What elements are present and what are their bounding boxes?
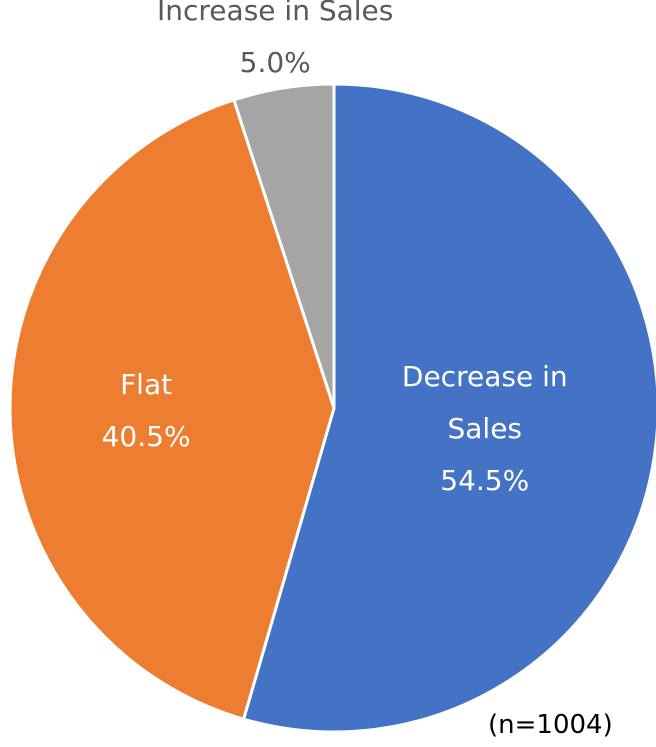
slice-label: Flat 40.5% xyxy=(102,359,191,463)
slice-label: Decrease in Sales 54.5% xyxy=(399,351,570,507)
pie-slice xyxy=(232,82,336,410)
slice-label: Increase in Sales 5.0% xyxy=(115,0,435,89)
slice-category: Decrease in Sales xyxy=(401,360,568,446)
sample-size-note: (n=1004) xyxy=(488,710,613,740)
slice-value: 5.0% xyxy=(239,45,311,79)
slice-value: 40.5% xyxy=(101,419,191,453)
pie-slice xyxy=(242,82,656,734)
slice-category: Flat xyxy=(120,367,173,401)
pie-slice xyxy=(8,98,336,721)
slice-category: Increase in Sales xyxy=(157,0,394,27)
slice-value: 54.5% xyxy=(440,464,530,498)
